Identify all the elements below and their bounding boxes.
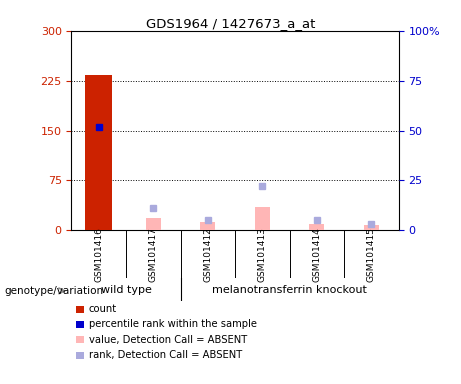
Text: count: count: [89, 304, 117, 314]
Text: rank, Detection Call = ABSENT: rank, Detection Call = ABSENT: [89, 350, 242, 360]
Text: GSM101413: GSM101413: [258, 227, 267, 282]
Text: wild type: wild type: [100, 285, 152, 295]
Text: percentile rank within the sample: percentile rank within the sample: [89, 319, 257, 329]
Bar: [364, 225, 379, 230]
Bar: [255, 207, 270, 230]
Text: GSM101417: GSM101417: [149, 227, 158, 282]
Text: GSM101412: GSM101412: [203, 227, 213, 282]
Text: value, Detection Call = ABSENT: value, Detection Call = ABSENT: [89, 335, 247, 345]
Text: melanotransferrin knockout: melanotransferrin knockout: [212, 285, 367, 295]
Text: GDS1964 / 1427673_a_at: GDS1964 / 1427673_a_at: [146, 17, 315, 30]
Text: GSM101416: GSM101416: [94, 227, 103, 282]
Bar: [146, 218, 161, 230]
Text: genotype/variation: genotype/variation: [5, 286, 104, 296]
Text: GSM101415: GSM101415: [367, 227, 376, 282]
Bar: [85, 75, 112, 230]
Text: GSM101414: GSM101414: [313, 227, 321, 282]
Bar: [309, 224, 325, 230]
Bar: [201, 222, 215, 230]
